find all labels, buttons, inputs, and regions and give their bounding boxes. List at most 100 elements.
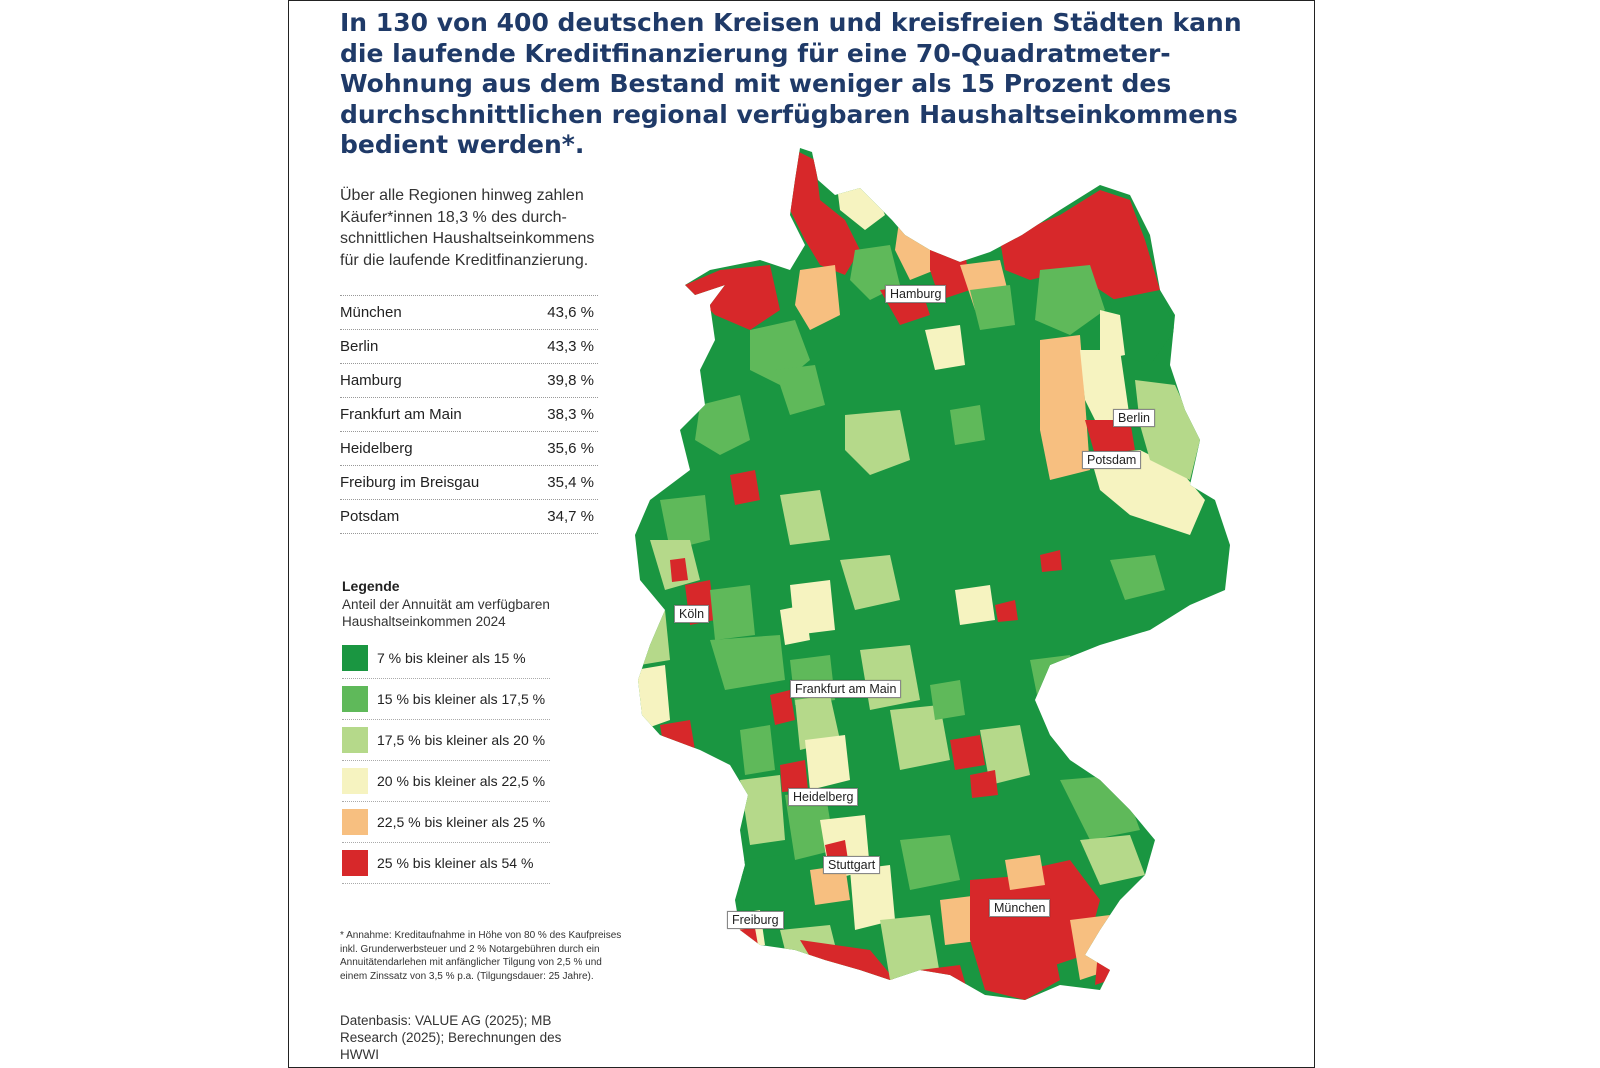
region-oldenburg	[775, 365, 825, 415]
region-ludwigslust	[970, 285, 1015, 330]
map-label-berlin: Berlin	[1113, 409, 1155, 427]
intro-line: für die laufende Kreditfinanzierung.	[340, 251, 589, 269]
legend-label: 22,5 % bis kleiner als 25 %	[377, 814, 546, 830]
headline-line: durchschnittlichen regional verfügbaren …	[340, 99, 1238, 129]
region-ortenau	[740, 855, 780, 920]
ranking-row: Freiburg im Breisgau 35,4 %	[340, 466, 598, 500]
region-augsburg	[900, 835, 960, 890]
legend-swatch	[342, 850, 368, 876]
region-aachen	[635, 610, 670, 665]
map-label-frankfurt: Frankfurt am Main	[790, 680, 902, 698]
region-tuebingen	[850, 865, 895, 930]
region-nuernberg	[970, 770, 998, 798]
region-darmstadt	[805, 735, 850, 790]
region-kassel	[840, 555, 900, 610]
legend-swatch	[342, 645, 368, 671]
ranking-value: 43,6 %	[547, 304, 594, 321]
ranking-row: Potsdam 34,7 %	[340, 500, 598, 534]
region-ostfriesland	[685, 265, 780, 330]
ranking-value: 35,4 %	[547, 474, 594, 491]
ranking-value: 39,8 %	[547, 372, 594, 389]
legend-item: 7 % bis kleiner als 15 %	[342, 638, 550, 679]
ranking-row: Berlin 43,3 %	[340, 330, 598, 364]
region-westerwald	[710, 635, 785, 690]
region-offenbach	[795, 695, 840, 750]
region-karlsruhe	[740, 775, 785, 845]
legend-subtitle-line: Anteil der Annuität am verfügbaren	[342, 597, 550, 612]
source-line: Datenbasis: VALUE AG (2025); MB	[340, 1013, 552, 1028]
region-nuernberg-land	[980, 725, 1030, 785]
region-schweinfurt	[930, 680, 965, 720]
region-jena	[995, 600, 1018, 622]
ranking-row: Heidelberg 35,6 %	[340, 432, 598, 466]
ranking-city: Potsdam	[340, 508, 400, 525]
ranking-city: Heidelberg	[340, 440, 413, 457]
headline-line: In 130 von 400 deutschen Kreisen und kre…	[340, 8, 1242, 37]
legend-swatch	[342, 727, 368, 753]
region-rhein-sieg	[710, 585, 755, 640]
intro-text: Über alle Regionen hinweg zahlen Käufer*…	[340, 185, 610, 271]
region-erlangen	[950, 735, 985, 770]
ranking-value: 34,7 %	[547, 508, 594, 525]
region-berchtesgaden	[1095, 925, 1120, 985]
ranking-city: München	[340, 304, 402, 321]
headline-line: bedient werden*.	[340, 130, 585, 159]
legend-item: 15 % bis kleiner als 17,5 %	[342, 679, 550, 720]
region-wuerzburg	[890, 705, 950, 770]
ranking-city: Hamburg	[340, 372, 402, 389]
legend-label: 15 % bis kleiner als 17,5 %	[377, 691, 546, 707]
region-mecklenburg-coast	[1000, 190, 1160, 310]
ranking-city: Berlin	[340, 338, 379, 355]
region-fulda	[860, 645, 920, 710]
ranking-table: München 43,6 % Berlin 43,3 % Hamburg 39,8 %…	[340, 295, 598, 534]
legend-title: Legende	[342, 578, 400, 594]
region-freising	[1005, 855, 1045, 890]
region-mainz	[740, 725, 775, 775]
source-note: Datenbasis: VALUE AG (2025); MB Research…	[340, 1012, 590, 1063]
region-leipzig	[1040, 550, 1062, 572]
footnote-line: Annuitätendarlehen mit anfänglicher Tilg…	[340, 957, 602, 968]
region-bielefeld	[780, 490, 830, 545]
legend-item: 22,5 % bis kleiner als 25 %	[342, 802, 550, 843]
legend-subtitle-line: Haushaltseinkommen 2024	[342, 614, 506, 629]
region-boeblingen	[810, 865, 850, 905]
headline-line: die laufende Kreditfinanzierung für eine…	[340, 38, 1171, 68]
region-nordfriesland	[790, 150, 860, 275]
footnote: * Annahme: Kreditaufnahme in Höhe von 80…	[340, 929, 670, 983]
region-prignitz-havelland	[1040, 335, 1090, 480]
ranking-value: 35,6 %	[547, 440, 594, 457]
legend-item: 17,5 % bis kleiner als 20 %	[342, 720, 550, 761]
map-label-potsdam: Potsdam	[1082, 451, 1142, 469]
legend-swatch	[342, 768, 368, 794]
legend-list: 7 % bis kleiner als 15 % 15 % bis kleine…	[342, 638, 572, 884]
map-label-muenchen: München	[989, 899, 1051, 917]
ranking-row: Hamburg 39,8 %	[340, 364, 598, 398]
intro-line: Über alle Regionen hinweg zahlen	[340, 187, 584, 204]
germany-map	[635, 148, 1230, 1000]
region-emsland	[695, 395, 750, 455]
ranking-row: München 43,6 %	[340, 296, 598, 330]
map-label-freiburg: Freiburg	[727, 911, 784, 929]
footnote-line: inkl. Grunderwerbsteuer und 2 % Notargeb…	[340, 943, 600, 955]
region-barnim	[1100, 310, 1125, 360]
region-bodensee	[800, 940, 895, 985]
region-erfurt	[955, 585, 995, 625]
intro-line: Käufer*innen 18,3 % des durch-	[340, 208, 567, 226]
legend-subtitle: Anteil der Annuität am verfügbaren Haush…	[342, 596, 572, 630]
region-mecklenburg-inland	[1035, 265, 1105, 335]
ranking-value: 38,3 %	[547, 406, 594, 423]
region-hannover	[845, 410, 910, 475]
region-marburg	[780, 605, 810, 645]
legend-label: 20 % bis kleiner als 22,5 %	[377, 773, 546, 789]
legend-label: 17,5 % bis kleiner als 20 %	[377, 732, 546, 748]
region-duesseldorf	[670, 558, 688, 582]
region-berlin	[1085, 420, 1135, 455]
headline-line: Wohnung aus dem Bestand mit weniger als …	[340, 69, 1172, 98]
region-cuxhaven	[795, 265, 840, 330]
region-freiburg	[735, 928, 758, 947]
region-uckermark	[1110, 290, 1175, 365]
region-passau	[1080, 835, 1145, 885]
ranking-value: 43,3 %	[547, 338, 594, 355]
region-frankfurt	[770, 690, 795, 725]
region-borken	[660, 495, 710, 550]
